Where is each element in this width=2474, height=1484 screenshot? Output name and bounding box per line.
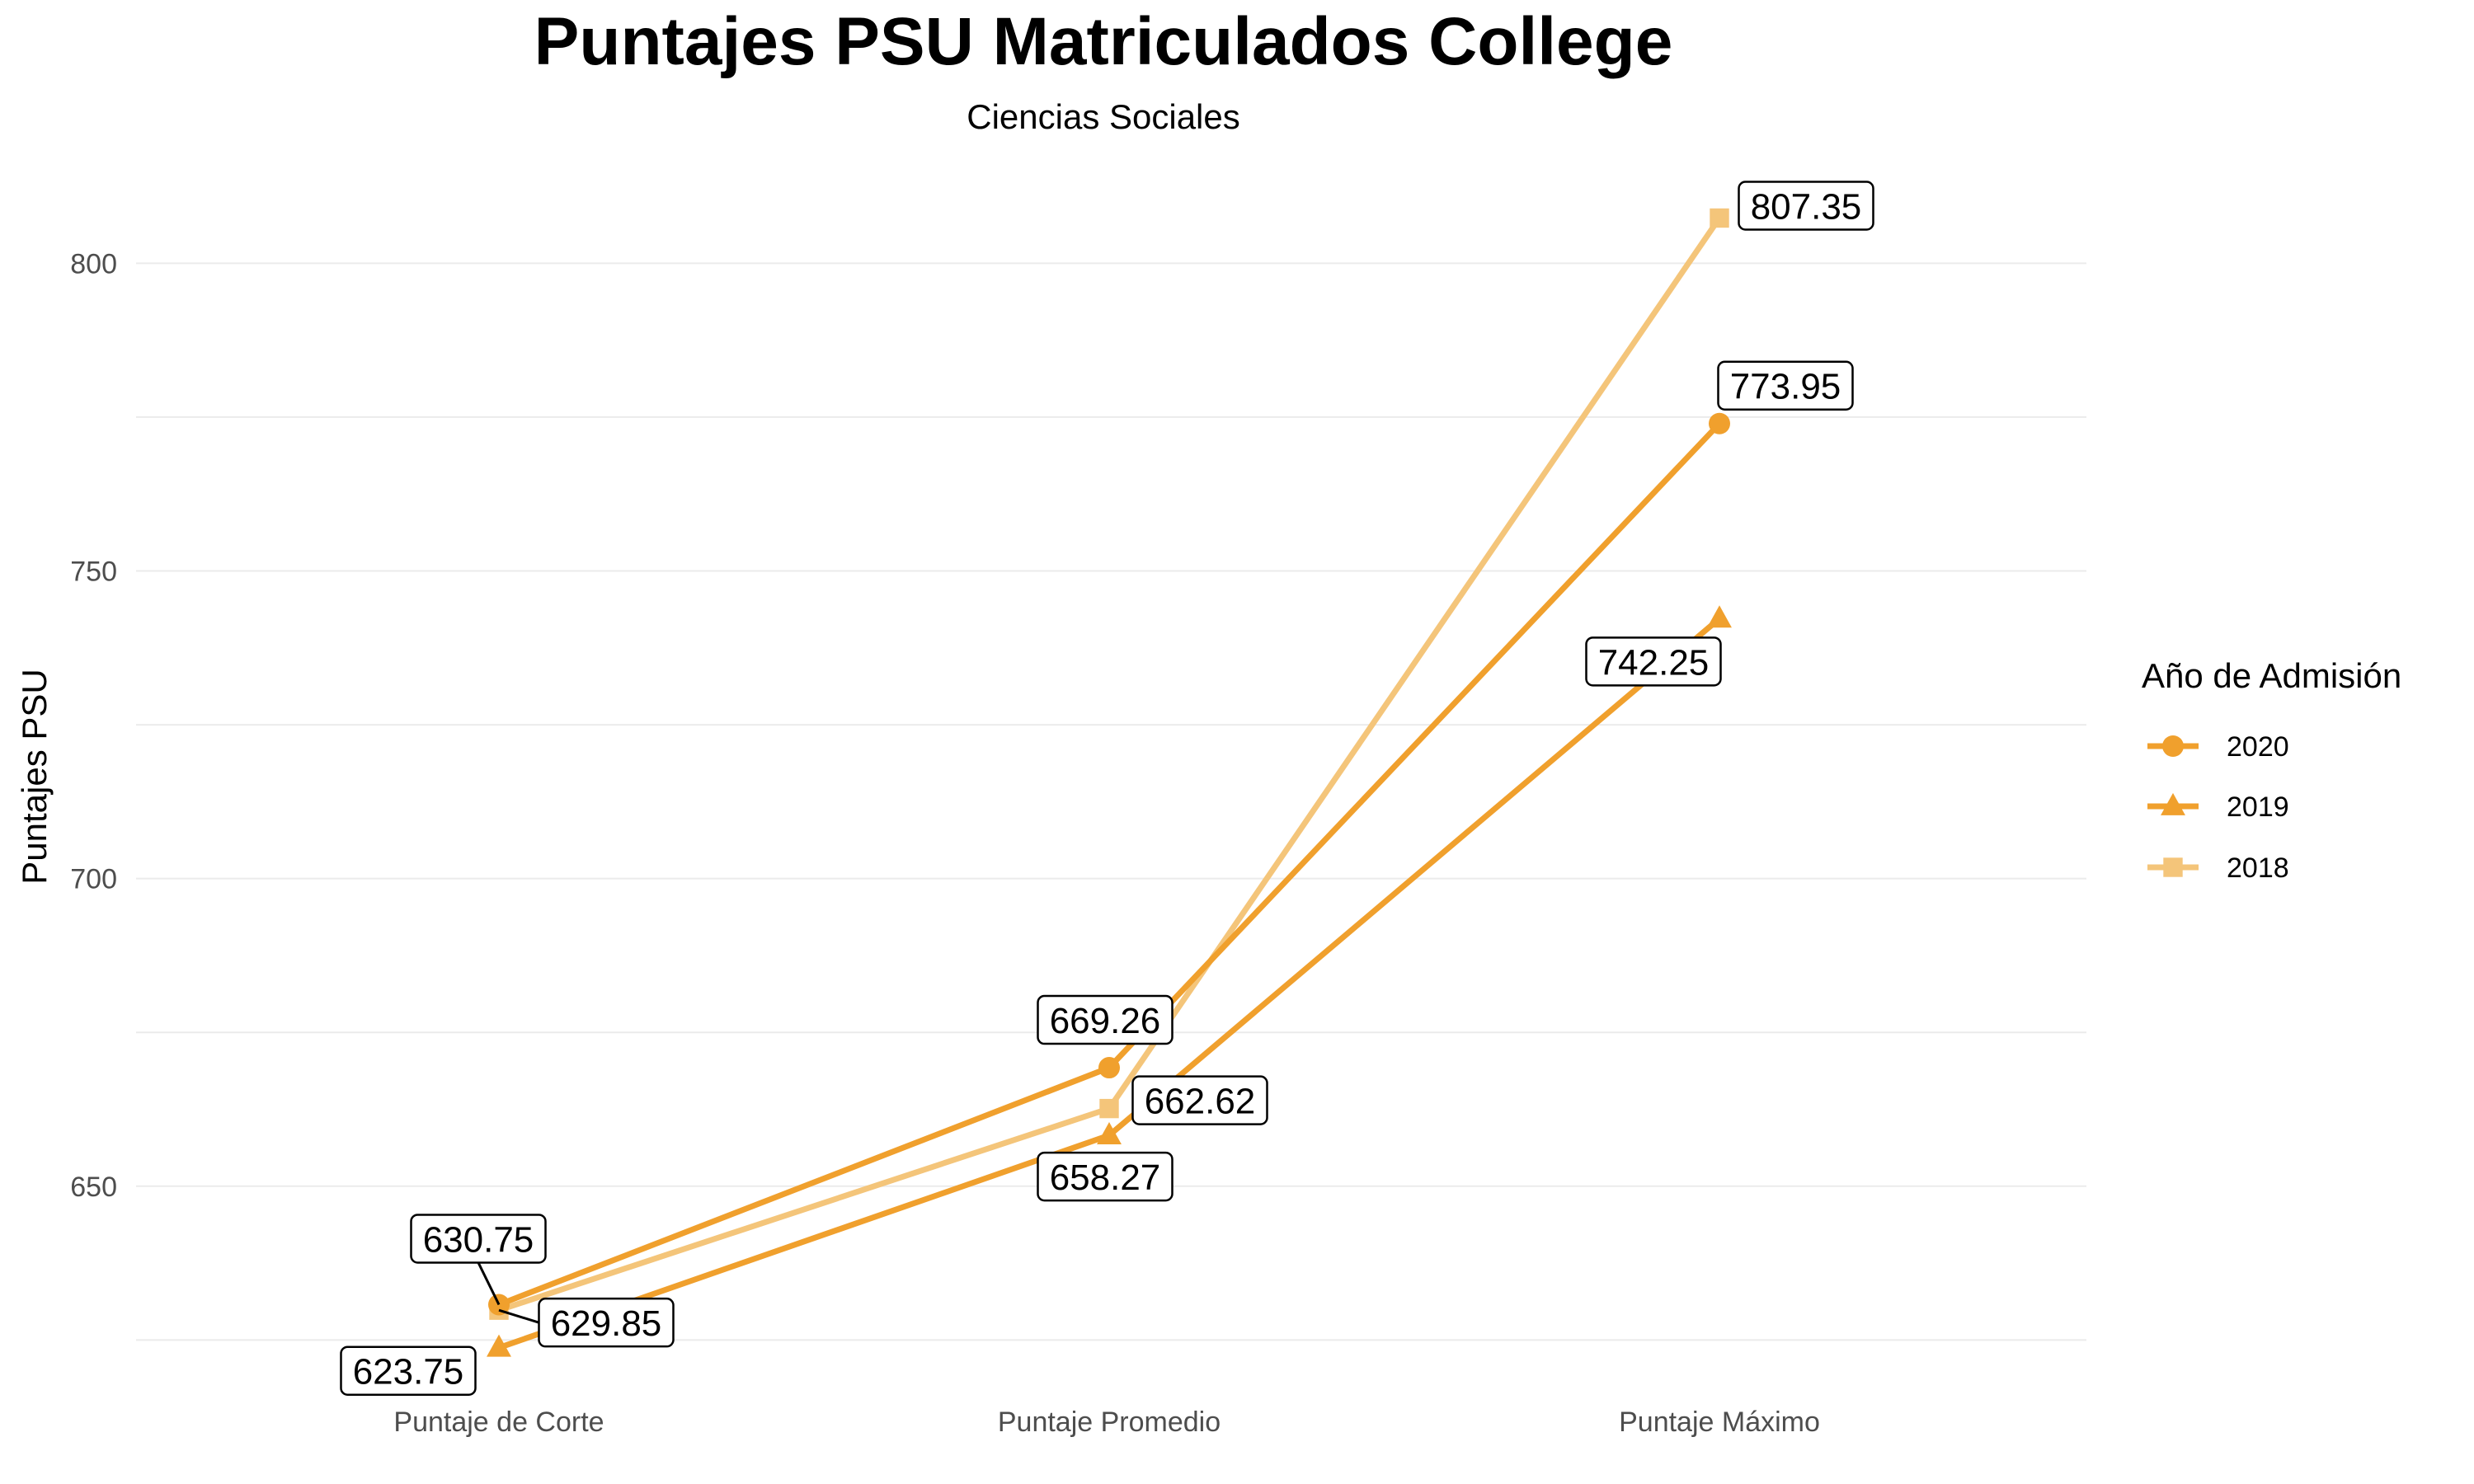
data-label-box: [1037, 1151, 1174, 1202]
data-label: 662.62: [1145, 1082, 1256, 1122]
legend-entry-label: 2019: [2227, 791, 2289, 823]
y-axis-label: Puntajes PSU: [15, 669, 54, 884]
y-tick-label: 800: [70, 248, 117, 279]
data-label-box: [1717, 360, 1854, 411]
series-line: [496, 214, 1723, 1313]
data-label: 629.85: [551, 1303, 662, 1344]
point-marker: [2162, 735, 2184, 757]
data-label-box: [1037, 994, 1174, 1045]
x-tick-label: Puntaje Máximo: [1619, 1407, 1820, 1438]
data-label-box: [1585, 636, 1722, 687]
point-marker: [2163, 857, 2183, 877]
data-label: 669.26: [1050, 1001, 1161, 1041]
series-markers: [487, 208, 1732, 1357]
point-marker: [1099, 1098, 1119, 1119]
data-label-box: [410, 1214, 547, 1264]
y-tick-label: 700: [70, 864, 117, 895]
point-marker: [2161, 792, 2185, 815]
data-label-box: [1738, 181, 1874, 231]
y-tick-label: 650: [70, 1172, 117, 1203]
legend-title: Año de Admisión: [2142, 656, 2401, 695]
legend: Año de Admisión 2020 2019 2018: [2142, 656, 2401, 884]
y-axis-ticks: 650 700 750 800: [70, 248, 117, 1202]
point-marker: [1097, 1121, 1122, 1144]
data-label-box: [538, 1297, 675, 1348]
point-marker: [1709, 412, 1730, 434]
series-line: [496, 615, 1723, 1351]
point-marker: [1710, 208, 1729, 228]
legend-entry-label: 2020: [2227, 731, 2289, 763]
point-marker: [487, 1334, 511, 1357]
point-marker: [1707, 605, 1732, 628]
data-label: 630.75: [423, 1219, 534, 1260]
x-tick-label: Puntaje Promedio: [998, 1407, 1221, 1438]
data-label-box: [340, 1345, 477, 1396]
data-label: 773.95: [1730, 367, 1841, 407]
y-tick-label: 750: [70, 556, 117, 587]
label-leader-line: [498, 1308, 539, 1324]
chart-title: Puntajes PSU Matriculados College: [534, 4, 1673, 79]
data-label: 807.35: [1751, 186, 1862, 227]
legend-entry-label: 2018: [2227, 852, 2289, 884]
point-marker: [1098, 1057, 1120, 1079]
data-label: 658.27: [1050, 1158, 1161, 1198]
data-label: 623.75: [353, 1352, 464, 1392]
data-labels: 630.75 669.26 773.95 623.75 658.27 742.25 629.…: [340, 181, 1874, 1396]
data-label-box: [1131, 1075, 1268, 1125]
label-leader-line: [477, 1261, 501, 1306]
data-label: 742.25: [1598, 642, 1710, 683]
x-tick-label: Puntaje de Corte: [393, 1407, 604, 1438]
chart-subtitle: Ciencias Sociales: [967, 97, 1240, 136]
x-axis-ticks: Puntaje de Corte Puntaje Promedio Puntaje …: [393, 1407, 1819, 1438]
